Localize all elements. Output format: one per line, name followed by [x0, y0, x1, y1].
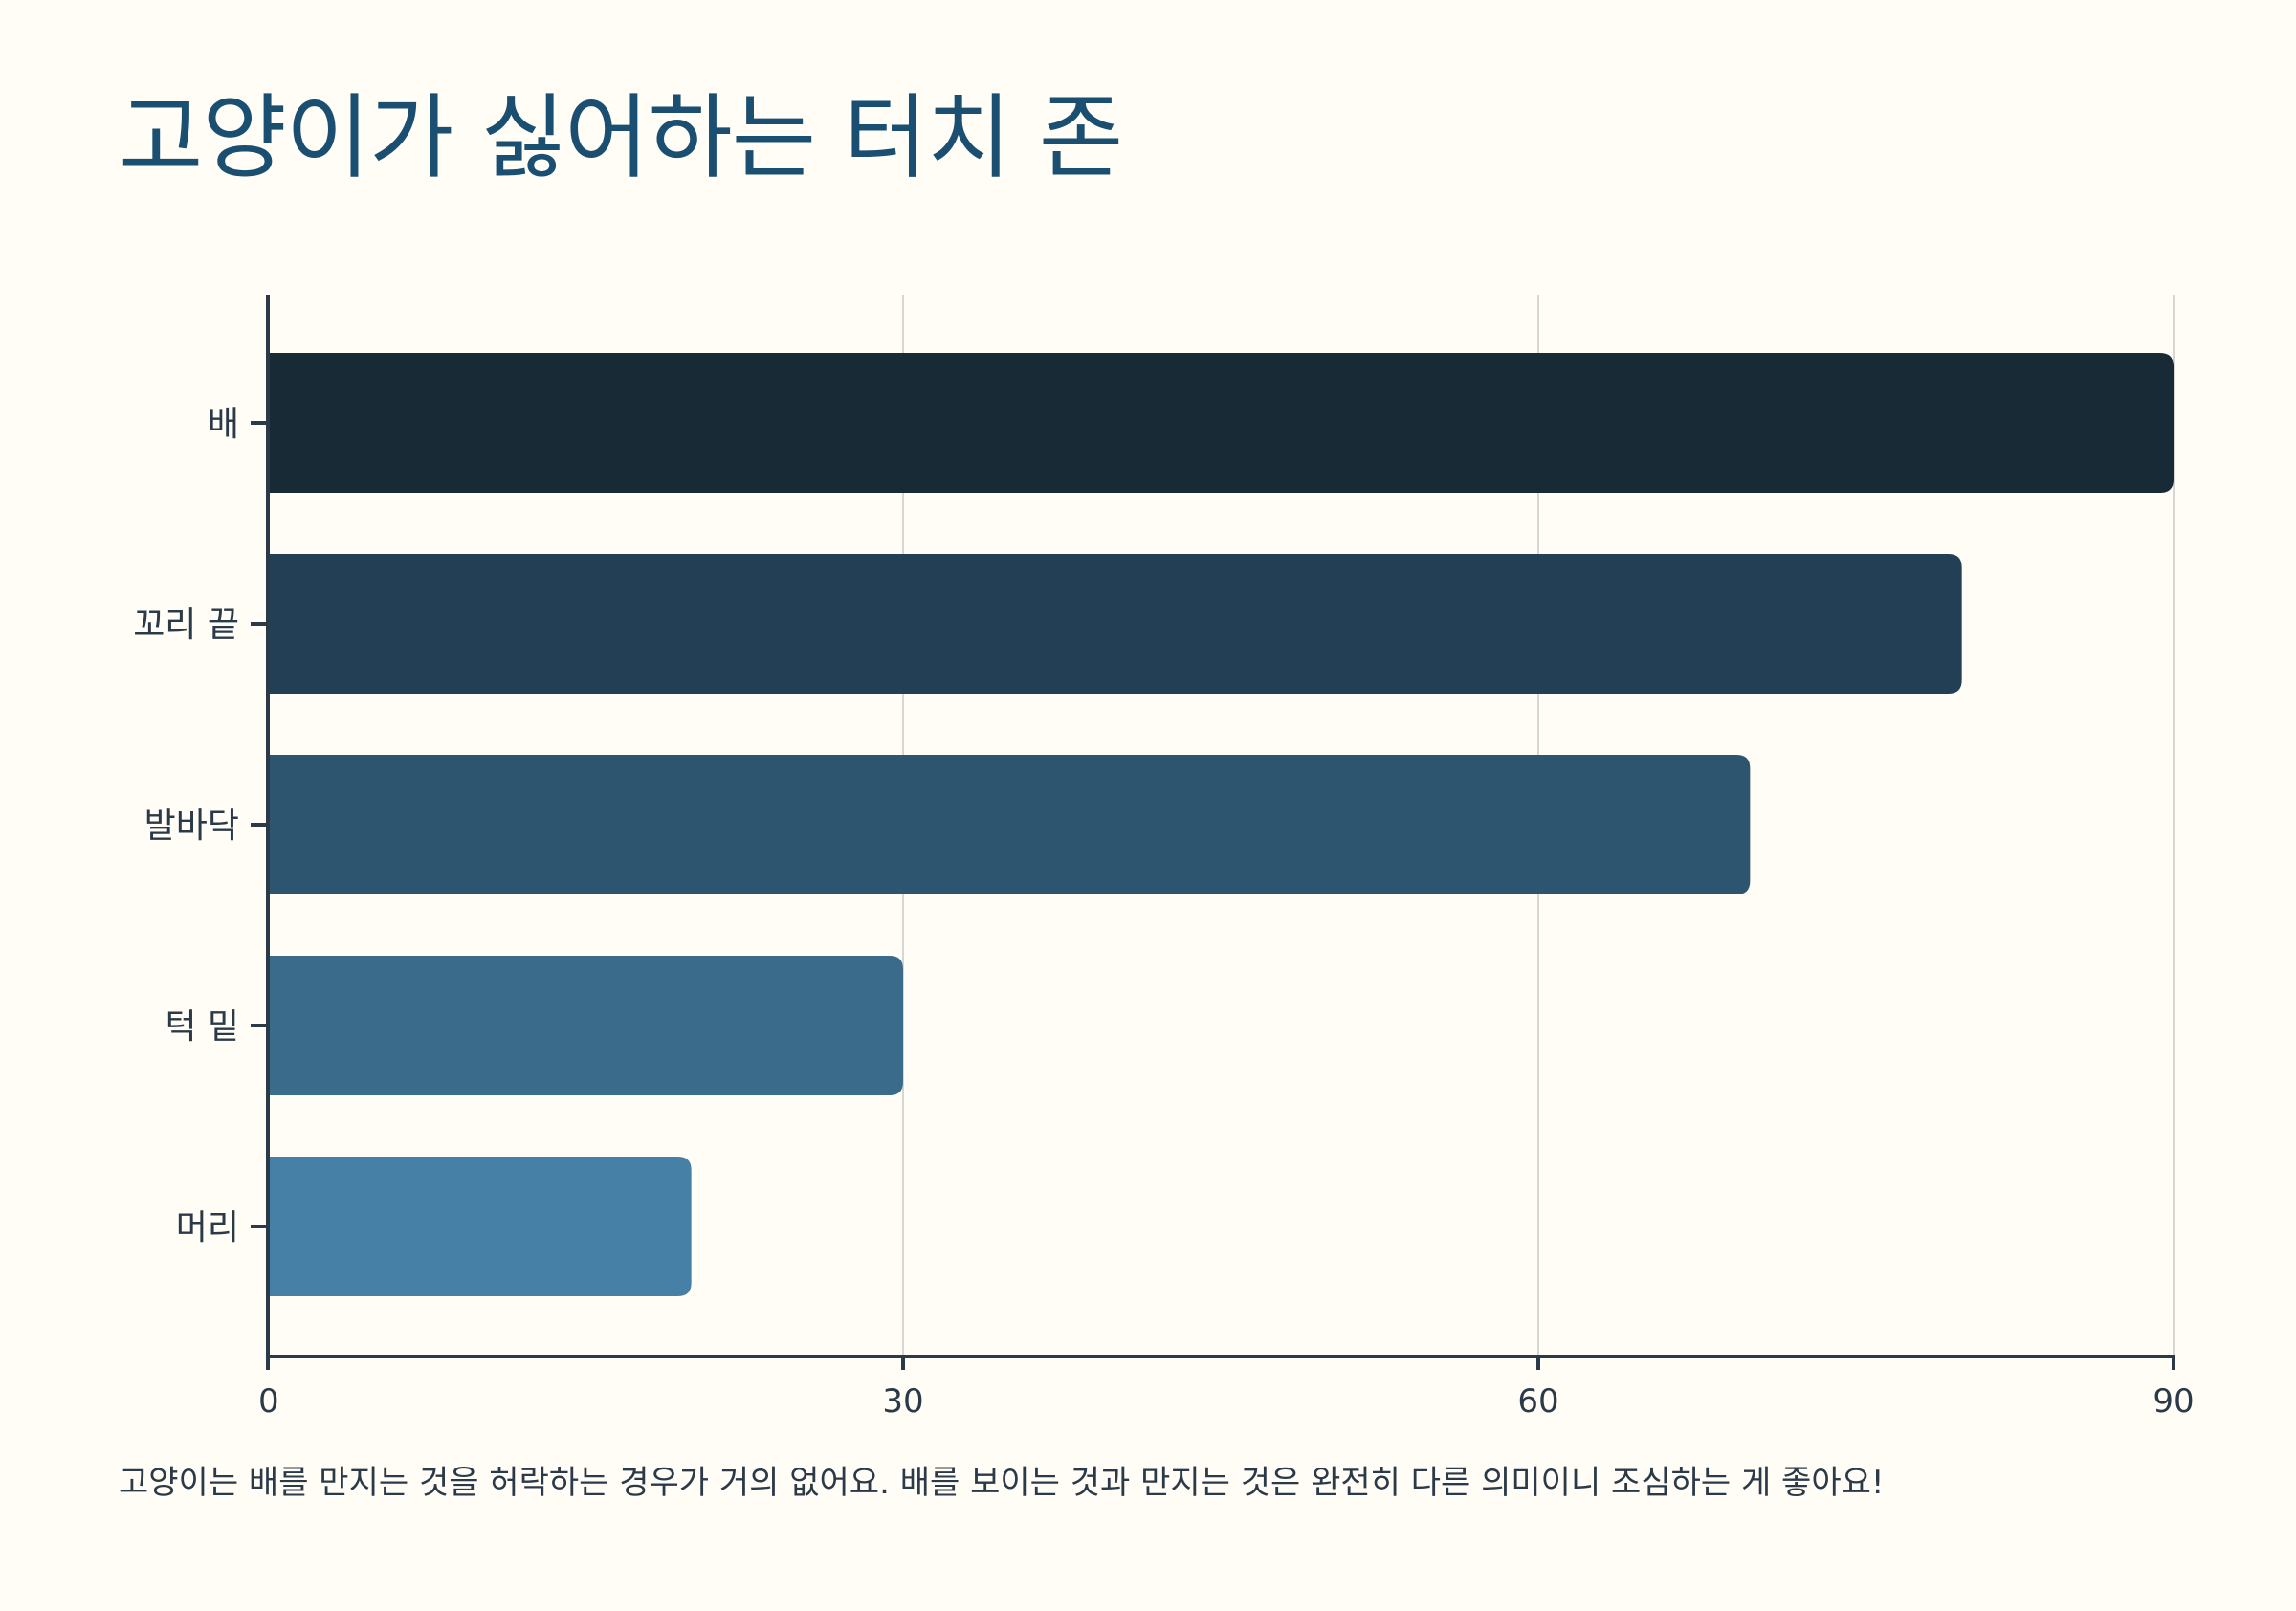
x-tick-label-60: 60 [1517, 1382, 1558, 1421]
bar-0 [268, 353, 2174, 493]
category-label-4: 머리 [176, 1208, 239, 1247]
bar-group-4 [268, 1157, 692, 1296]
category-label-3: 턱 밑 [165, 1007, 239, 1047]
bar-group-0 [268, 353, 2174, 493]
x-tick-label-90: 90 [2152, 1382, 2194, 1421]
bar-group-3 [268, 956, 903, 1095]
bar-4 [268, 1157, 692, 1296]
category-label-0: 배 [208, 405, 239, 444]
chart-footnote: 고양이는 배를 만지는 것을 허락하는 경우가 거의 없어요. 배를 보이는 것… [119, 1464, 1885, 1502]
category-label-2: 발바닥 [144, 806, 239, 846]
x-tick-label-30: 30 [882, 1382, 923, 1421]
chart-title: 고양이가 싫어하는 터치 존 [119, 84, 1123, 191]
x-tick-label-0: 0 [258, 1382, 279, 1421]
bar-group-2 [268, 755, 1751, 894]
bar-group-1 [268, 554, 1962, 694]
bars [268, 353, 2174, 1296]
bar-2 [268, 755, 1751, 894]
bar-1 [268, 554, 1962, 694]
category-label-1: 꼬리 끝 [133, 606, 239, 645]
bar-3 [268, 956, 903, 1095]
